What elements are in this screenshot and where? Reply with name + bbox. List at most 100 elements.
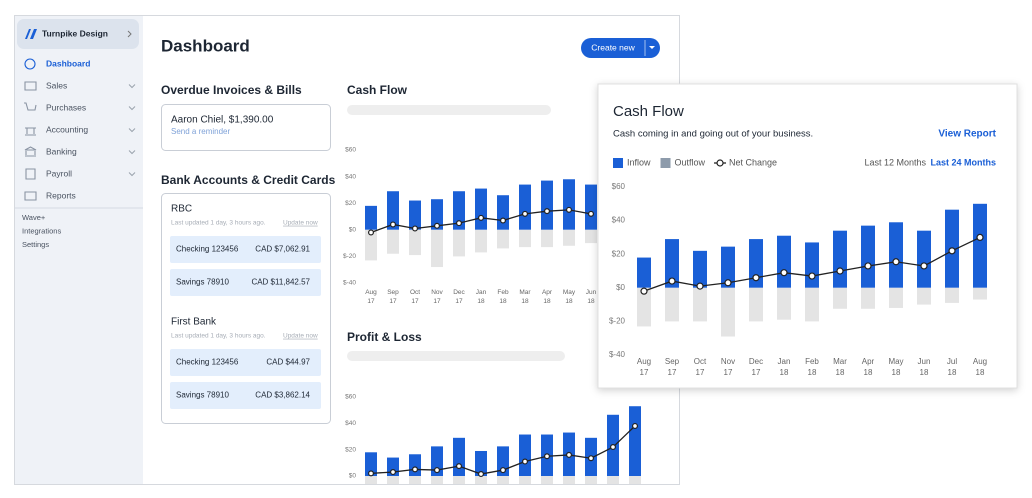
- y-tick-label: $40: [345, 420, 356, 427]
- net-change-point: [948, 247, 956, 255]
- account-row[interactable]: [170, 236, 321, 263]
- bar: [585, 476, 597, 485]
- account-name: Checking 123456: [176, 245, 239, 254]
- company-switcher[interactable]: [17, 19, 139, 49]
- net-change-point: [752, 274, 760, 282]
- net-change-point: [640, 287, 648, 295]
- y-tick-label: $-20: [343, 253, 356, 260]
- view-report-link[interactable]: View Report: [938, 129, 996, 140]
- sidebar-link[interactable]: Integrations: [22, 226, 61, 235]
- net-change-point: [587, 210, 594, 217]
- net-change-point: [631, 422, 638, 429]
- account-row[interactable]: [170, 382, 321, 409]
- net-change-point: [836, 267, 844, 275]
- net-change-point: [500, 467, 507, 474]
- net-change-point: [434, 467, 441, 474]
- nav-item[interactable]: Dashboard: [46, 58, 90, 68]
- update-link[interactable]: Update now: [283, 220, 318, 227]
- nav-icon: [25, 127, 36, 136]
- reminder-link[interactable]: Send a reminder: [171, 127, 230, 136]
- bar: [637, 287, 651, 327]
- sidebar: [14, 15, 143, 485]
- account-balance: CAD $3,862.14: [255, 391, 310, 400]
- bar: [453, 191, 465, 230]
- net-change-point: [500, 217, 507, 224]
- bar: [563, 229, 575, 246]
- bar: [693, 287, 707, 322]
- nav-icon: [24, 81, 37, 91]
- chart-title: Profit & Loss: [347, 330, 422, 344]
- nav-item[interactable]: Purchases: [46, 102, 86, 112]
- legend-label: Inflow: [627, 157, 651, 167]
- x-tick-label: Apr 18: [862, 357, 875, 377]
- account-name: Checking 123456: [176, 358, 239, 367]
- net-change-point: [478, 471, 485, 478]
- bar: [431, 476, 443, 485]
- app-window: Turnpike Design Dashboard Create new Ove…: [14, 15, 680, 485]
- last-updated: Last updated 1 day, 3 hours ago.: [171, 220, 266, 227]
- bar: [365, 205, 377, 230]
- bar: [833, 287, 847, 309]
- update-link[interactable]: Update now: [283, 333, 318, 340]
- legend-swatch: [613, 158, 623, 168]
- card: [161, 104, 331, 151]
- logo: [25, 29, 37, 39]
- net-change-point: [565, 451, 572, 458]
- net-change-point: [456, 463, 463, 470]
- nav-item[interactable]: Reports: [46, 190, 76, 200]
- net-change-point: [892, 258, 900, 266]
- bank-name: First Bank: [171, 317, 217, 328]
- legend-label: Outflow: [675, 157, 706, 167]
- nav-item[interactable]: Sales: [46, 80, 67, 90]
- legend-swatch: [716, 159, 724, 167]
- bar: [973, 287, 987, 300]
- create-new-button[interactable]: [581, 38, 660, 58]
- account-balance: CAD $11,842.57: [251, 278, 310, 287]
- net-change-point: [521, 458, 528, 465]
- bar: [519, 184, 531, 230]
- x-tick-label: May 18: [563, 289, 576, 305]
- account-row[interactable]: [170, 269, 321, 296]
- x-tick-label: Nov 17: [431, 289, 443, 305]
- nav-icon: [24, 146, 37, 157]
- net-change-point: [543, 453, 550, 460]
- bar: [861, 287, 875, 309]
- button-label[interactable]: Create new: [591, 42, 635, 52]
- y-tick-label: $60: [612, 182, 626, 191]
- nav-item[interactable]: Payroll: [46, 168, 72, 178]
- popup-title: Cash Flow: [613, 103, 684, 120]
- nav-item[interactable]: Banking: [46, 146, 77, 156]
- x-tick-label: Aug 18: [973, 357, 987, 377]
- net-change-point: [565, 206, 572, 213]
- placeholder: [347, 105, 551, 115]
- nav-icon: [25, 168, 36, 180]
- x-tick-label: Sep 17: [665, 357, 680, 377]
- y-tick-label: $20: [345, 446, 356, 453]
- sidebar-link[interactable]: Settings: [22, 240, 49, 249]
- net-change-point: [696, 282, 704, 290]
- range-option[interactable]: Last 12 Months: [864, 157, 926, 167]
- y-tick-label: $40: [345, 173, 356, 180]
- nav-item[interactable]: Accounting: [46, 124, 88, 134]
- x-tick-label: Jul 18: [947, 357, 957, 377]
- bar: [497, 229, 509, 249]
- y-tick-label: $-40: [609, 350, 626, 359]
- bar: [889, 287, 903, 308]
- chevron: [128, 106, 136, 111]
- bar: [665, 287, 679, 322]
- x-tick-label: May 18: [888, 357, 903, 377]
- sidebar-link[interactable]: Wave+: [22, 213, 46, 222]
- bar: [777, 235, 791, 288]
- range-option-active[interactable]: Last 24 Months: [930, 157, 996, 167]
- y-tick-label: $20: [612, 249, 626, 258]
- bar: [917, 287, 931, 305]
- popup-subtitle: Cash coming in and going out of your bus…: [613, 129, 813, 140]
- y-tick-label: $-40: [343, 280, 356, 287]
- bar: [475, 476, 487, 485]
- caret[interactable]: [649, 46, 655, 49]
- y-tick-label: $0: [616, 283, 625, 292]
- account-row[interactable]: [170, 349, 321, 376]
- bar: [365, 452, 377, 476]
